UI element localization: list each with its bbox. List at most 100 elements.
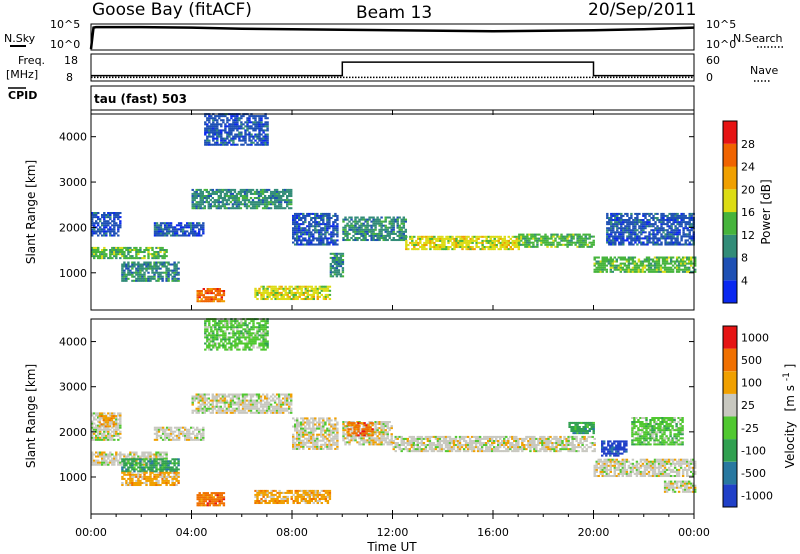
range-gate-cell (102, 417, 106, 420)
range-gate-cell (622, 239, 625, 242)
range-gate-cell (192, 432, 195, 435)
range-gate-cell (173, 477, 176, 480)
range-gate-cell (117, 432, 120, 435)
range-gate-cell (245, 197, 249, 200)
range-gate-cell (245, 203, 249, 206)
range-gate-cell (362, 237, 365, 240)
range-gate-cell (155, 438, 159, 441)
range-gate-cell (147, 267, 150, 270)
range-gate-cell (326, 243, 329, 246)
range-gate-cell (400, 234, 403, 237)
range-gate-cell (203, 409, 207, 412)
range-gate-cell (610, 227, 613, 230)
range-gate-cell (157, 230, 161, 233)
range-gate-cell (640, 243, 643, 246)
range-gate-cell (662, 214, 665, 217)
range-gate-cell (260, 121, 263, 124)
range-gate-cell (93, 418, 96, 421)
range-gate-cell (121, 484, 124, 487)
range-gate-cell (155, 473, 158, 476)
range-gate-cell (644, 217, 647, 220)
range-gate-cell (656, 229, 659, 232)
range-gate-cell (175, 471, 178, 474)
range-gate-cell (220, 143, 223, 146)
range-gate-cell (356, 239, 359, 242)
range-gate-cell (286, 409, 289, 412)
range-gate-cell (211, 205, 215, 208)
range-gate-cell (196, 494, 199, 497)
range-gate-cell (111, 246, 114, 249)
range-gate-cell (284, 190, 287, 193)
range-gate-cell (129, 265, 132, 268)
range-gate-cell (676, 229, 679, 232)
range-gate-cell (265, 411, 269, 414)
range-gate-cell (362, 234, 365, 237)
range-gate-cell (202, 502, 206, 505)
range-gate-cell (111, 422, 114, 425)
range-gate-cell (612, 212, 615, 215)
range-gate-cell (111, 436, 114, 439)
range-gate-cell (224, 129, 227, 132)
range-gate-cell (99, 253, 102, 256)
range-gate-cell (413, 241, 416, 244)
range-gate-cell (121, 463, 124, 466)
range-gate-cell (141, 468, 144, 471)
range-gate-cell (149, 275, 152, 278)
range-gate-cell (335, 273, 339, 276)
range-gate-cell (534, 237, 537, 240)
range-gate-cell (153, 230, 157, 233)
noise-panel: N.Sky 10^5 10^0 10^5 10^0 N.Search (4, 18, 784, 51)
range-gate-cell (263, 395, 267, 398)
range-gate-cell (173, 267, 176, 270)
range-gate-cell (394, 239, 397, 242)
range-gate-cell (328, 212, 331, 215)
range-gate-cell (364, 232, 367, 235)
range-gate-cell (337, 261, 341, 264)
range-gate-cell (167, 468, 170, 471)
range-gate-cell (153, 484, 156, 487)
range-gate-cell (606, 239, 609, 242)
range-gate-cell (192, 234, 195, 237)
range-gate-cell (329, 275, 333, 278)
range-gate-cell (457, 244, 460, 247)
range-gate-cell (151, 470, 154, 473)
range-gate-cell (135, 451, 138, 454)
range-gate-cell (300, 291, 303, 294)
range-gate-cell (117, 216, 120, 219)
range-gate-cell (542, 237, 545, 240)
range-gate-cell (135, 462, 138, 465)
range-gate-cell (419, 246, 422, 249)
range-gate-cell (159, 226, 163, 229)
range-gate-cell (342, 239, 345, 242)
range-gate-cell (155, 484, 158, 487)
range-gate-cell (111, 220, 114, 223)
range-gate-cell (117, 418, 120, 421)
range-gate-cell (614, 243, 617, 246)
range-gate-cell (277, 207, 281, 210)
range-gate-cell (296, 212, 299, 215)
range-gate-cell (270, 298, 273, 301)
range-gate-cell (141, 251, 144, 254)
range-gate-cell (103, 220, 106, 223)
range-gate-cell (274, 285, 277, 288)
range-gate-cell (272, 291, 275, 294)
range-gate-cell (620, 219, 623, 222)
range-gate-cell (526, 243, 529, 246)
range-gate-cell (665, 266, 669, 269)
range-gate-cell (210, 115, 213, 118)
range-gate-cell (612, 231, 615, 234)
range-gate-cell (204, 115, 207, 118)
range-gate-cell (197, 201, 200, 204)
range-gate-cell (196, 290, 199, 293)
range-gate-cell (204, 127, 207, 130)
range-gate-cell (265, 395, 269, 398)
noise-right-tick-bottom: 10^0 (706, 38, 736, 51)
range-gate-cell (451, 241, 454, 244)
range-gate-cell (290, 407, 293, 410)
range-gate-cell (195, 407, 198, 410)
range-gate-cell (433, 241, 436, 244)
range-gate-cell (210, 117, 213, 120)
range-gate-cell (147, 277, 150, 280)
range-gate-cell (407, 244, 410, 247)
range-gate-cell (378, 220, 381, 223)
